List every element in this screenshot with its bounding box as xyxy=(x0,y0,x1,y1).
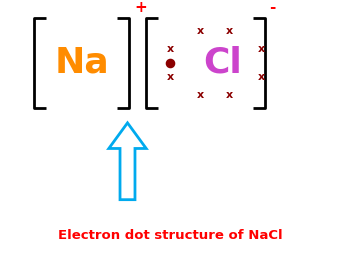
Text: x: x xyxy=(258,44,265,54)
Text: x: x xyxy=(167,72,173,82)
Text: x: x xyxy=(258,72,265,82)
Text: x: x xyxy=(197,26,204,36)
Point xyxy=(167,61,173,65)
Text: Cl: Cl xyxy=(203,46,242,80)
Text: x: x xyxy=(197,90,204,100)
Text: Electron dot structure of NaCl: Electron dot structure of NaCl xyxy=(58,229,282,242)
Text: x: x xyxy=(226,26,233,36)
Text: x: x xyxy=(226,90,233,100)
Text: +: + xyxy=(134,0,147,15)
Text: Na: Na xyxy=(54,46,109,80)
Text: x: x xyxy=(167,44,173,54)
Text: -: - xyxy=(269,0,276,15)
